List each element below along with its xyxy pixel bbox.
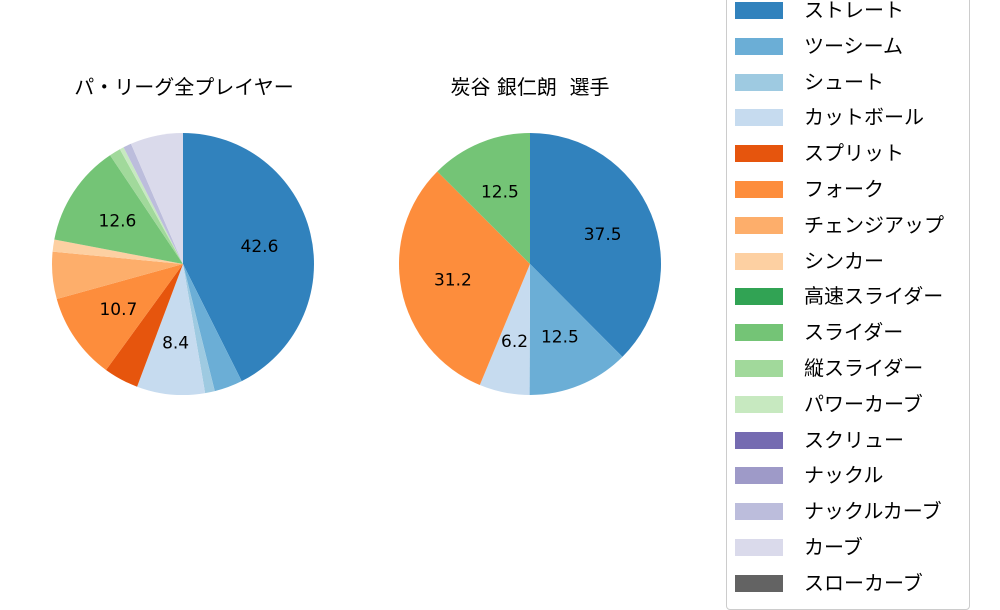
legend-item: ストレート — [727, 0, 969, 37]
legend-swatch — [735, 288, 783, 306]
legend-label: スプリット — [804, 141, 904, 166]
pie-slice — [123, 143, 183, 264]
legend-label: チェンジアップ — [804, 212, 944, 237]
pie-slice — [183, 264, 215, 394]
pie-slice — [529, 264, 623, 395]
legend-label: 縦スライダー — [804, 356, 924, 380]
pie-slice — [52, 239, 183, 264]
legend-item: スプリット — [727, 141, 969, 180]
pie-slice — [183, 133, 314, 382]
legend-item: 縦スライダー — [727, 356, 969, 395]
pie-slice — [137, 264, 206, 395]
legend-item: ツーシーム — [727, 34, 969, 73]
legend-swatch — [735, 503, 783, 521]
pie-slice — [110, 149, 183, 264]
legend-label: パワーカーブ — [804, 391, 923, 416]
pie-slice — [56, 264, 183, 370]
legend-label: ナックルカーブ — [804, 499, 942, 524]
legend-item: フォーク — [727, 177, 969, 216]
legend-label: ツーシーム — [804, 33, 903, 58]
legend-label: スクリュー — [804, 427, 904, 452]
slice-percent-label: 31.2 — [434, 270, 472, 290]
legend-item: ナックルカーブ — [727, 499, 969, 538]
slice-percent-label: 12.5 — [481, 182, 519, 202]
slice-percent-label: 12.5 — [541, 328, 579, 348]
pie-slice — [106, 264, 183, 387]
legend-item: カットボール — [727, 105, 969, 144]
legend-swatch — [735, 360, 783, 377]
pie-slice — [479, 264, 530, 395]
legend-swatch — [735, 145, 783, 163]
legend-label: ナックル — [804, 463, 884, 488]
pie-charts: 42.6 8.4 10.7 12.6 37.5 12.5 6.2 31.2 12.5 — [52, 133, 661, 395]
legend-label: シンカー — [804, 248, 884, 273]
legend-item: パワーカーブ — [727, 392, 969, 431]
pie-slice — [183, 264, 242, 392]
legend-swatch — [735, 395, 783, 413]
player-pie: 37.5 12.5 6.2 31.2 12.5 — [399, 133, 661, 395]
legend-item: カーブ — [727, 535, 969, 574]
legend-swatch — [735, 431, 783, 449]
legend-swatch — [735, 216, 783, 234]
slice-percent-label: 6.2 — [501, 332, 528, 352]
legend-swatch — [735, 2, 783, 19]
legend-label: 高速スライダー — [804, 284, 944, 309]
slice-percent-label: 42.6 — [241, 237, 279, 257]
pie-slice — [530, 133, 661, 357]
legend-label: カーブ — [804, 535, 863, 559]
right-chart-title: 炭谷 銀仁朗 選手 — [450, 75, 610, 99]
pie-slice — [119, 147, 183, 264]
pie-slice — [130, 133, 183, 264]
legend-label: スライダー — [804, 320, 904, 345]
legend-item: スライダー — [727, 320, 969, 359]
pie-slice — [399, 171, 530, 386]
legend-label: シュート — [804, 69, 884, 94]
pie-slice — [437, 133, 530, 264]
legend-item: シンカー — [727, 249, 969, 288]
legend-label: カットボール — [804, 105, 924, 130]
legend-swatch — [735, 252, 783, 270]
legend-label: ストレート — [804, 0, 904, 22]
left-chart-title: パ・リーグ全プレイヤー — [74, 75, 294, 99]
legend-item: 高速スライダー — [727, 284, 969, 323]
legend-label: フォーク — [804, 177, 884, 201]
slice-percent-label: 37.5 — [584, 225, 622, 245]
slice-percent-label: 12.6 — [99, 212, 137, 232]
legend-item: シュート — [727, 70, 969, 109]
legend-swatch — [735, 37, 783, 55]
pie-slice — [54, 155, 183, 264]
legend-swatch — [735, 181, 783, 198]
legend-swatch — [735, 539, 783, 556]
pie-slice — [52, 251, 183, 299]
legend-swatch — [735, 467, 783, 485]
legend-item: ナックル — [727, 463, 969, 502]
legend-swatch — [735, 574, 783, 592]
legend: ストレートツーシームシュートカットボール スプリットフォークチェンジアップ シンカー… — [726, 0, 970, 610]
legend-swatch — [735, 73, 783, 91]
legend-item: チェンジアップ — [727, 213, 969, 252]
league-pie: 42.6 8.4 10.7 12.6 — [52, 133, 314, 395]
legend-item: スクリュー — [727, 428, 969, 467]
legend-swatch — [735, 109, 783, 127]
legend-item: スローカーブ — [727, 571, 969, 610]
slice-percent-label: 8.4 — [162, 333, 189, 353]
legend-label: スローカーブ — [804, 570, 923, 595]
slice-percent-label: 10.7 — [99, 300, 137, 320]
legend-swatch — [735, 324, 783, 342]
